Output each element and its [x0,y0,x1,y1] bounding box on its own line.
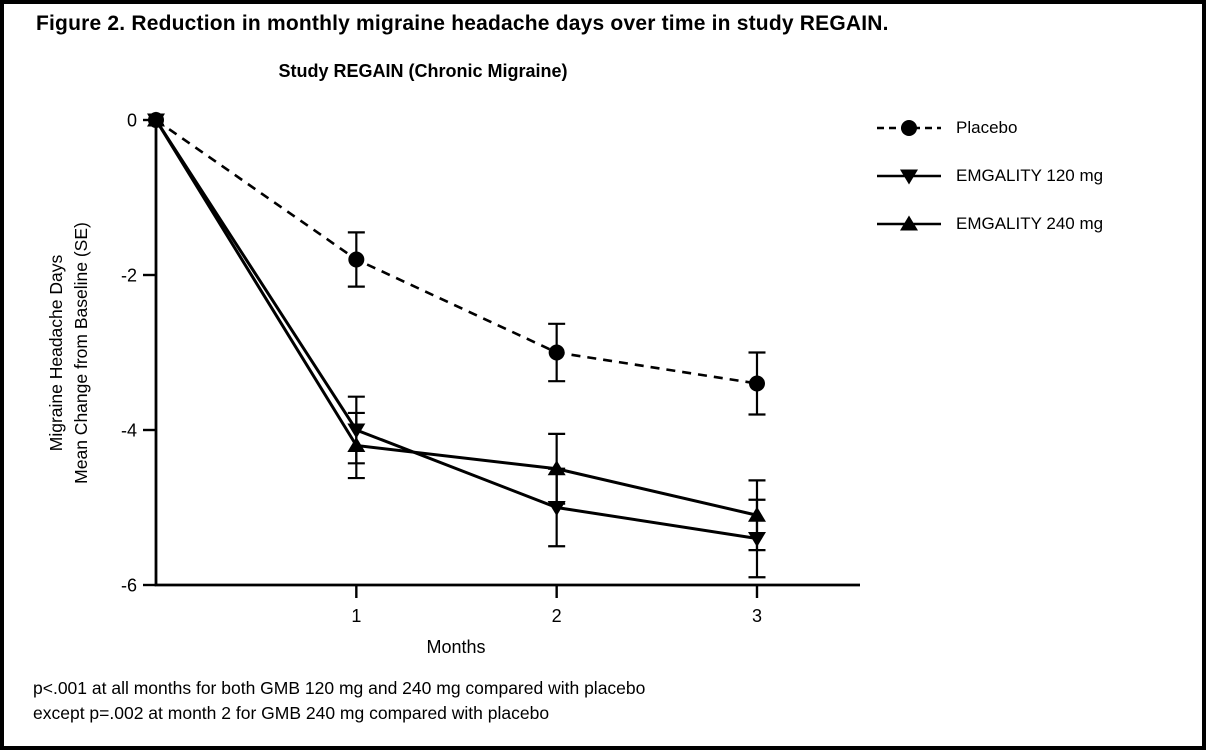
y-axis-label: Migraine Headache Days Mean Change from … [44,173,96,533]
legend-item-emgality-240-mg: EMGALITY 240 mg [876,200,1103,248]
triangle-down-marker-icon [900,169,918,185]
legend-item-placebo: Placebo [876,104,1103,152]
y-tick-label: -4 [121,421,137,441]
series-line-placebo [155,118,758,385]
triangle-down-marker-icon [347,423,366,439]
triangle-up-legend-marker-icon [877,215,941,231]
circle-marker-icon [548,344,565,361]
y-tick-label: -6 [121,576,137,596]
y-tick-label: -2 [121,266,137,286]
triangle-down-marker-icon [747,532,766,547]
circle-marker-icon [748,375,765,392]
circle-marker-icon [348,251,365,268]
circle-legend-marker-icon [877,120,941,136]
footnote-line-2: except p=.002 at month 2 for GMB 240 mg … [33,702,550,723]
footnote-line-1: p<.001 at all months for both GMB 120 mg… [33,678,646,698]
y-axis-label-line2: Mean Change from Baseline (SE) [71,222,91,484]
series-line-emgality-240-mg [154,119,758,517]
x-tick-label: 3 [752,606,762,626]
triangle-down-marker-icon [547,501,566,516]
triangle-down-legend-marker-icon [877,169,941,185]
x-tick-label: 1 [351,606,361,626]
circle-marker-icon [901,120,917,136]
triangle-up-marker-icon [347,437,366,452]
legend-label-emgality-240-mg: EMGALITY 240 mg [956,214,1104,233]
series-line-emgality-120-mg [154,119,758,540]
figure-title: Figure 2. Reduction in monthly migraine … [36,12,889,35]
x-tick-label: 2 [552,606,562,626]
legend: Placebo EMGALITY 120 mg EMGALITY 240 mg [876,104,1103,248]
legend-label-emgality-120-mg: EMGALITY 120 mg [956,166,1104,185]
chart-title: Study REGAIN (Chronic Migraine) [278,61,568,81]
triangle-up-marker-icon [147,111,165,127]
y-tick-label: 0 [127,111,137,131]
legend-item-emgality-120-mg: EMGALITY 120 mg [876,152,1103,200]
legend-label-placebo: Placebo [956,118,1018,137]
triangle-up-marker-icon [900,215,918,231]
x-axis-label: Months [426,637,486,657]
triangle-up-marker-icon [547,460,566,476]
y-axis-label-line1: Migraine Headache Days [46,254,66,452]
footnote: p<.001 at all months for both GMB 120 mg… [33,676,645,725]
triangle-up-marker-icon [747,506,766,522]
